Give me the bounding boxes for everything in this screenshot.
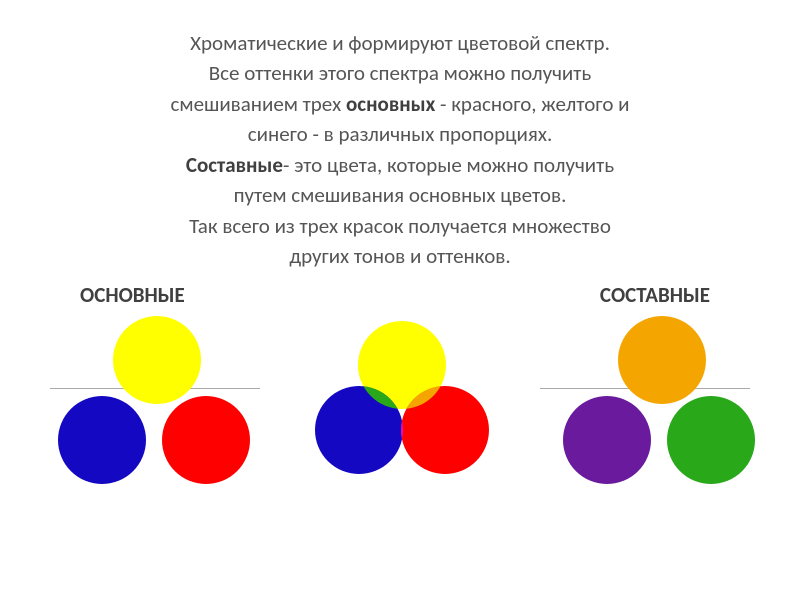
group-mix bbox=[285, 314, 515, 494]
group-primary bbox=[40, 314, 270, 494]
label-compound: СОСТАВНЫЕ bbox=[600, 282, 710, 308]
intro-text: Хроматические и формируют цветовой спект… bbox=[40, 0, 760, 272]
circle-compound-green bbox=[667, 396, 755, 484]
circle-compound-orange bbox=[618, 316, 706, 404]
diagrams bbox=[0, 314, 800, 514]
intro-line1: Хроматические и формируют цветовой спект… bbox=[190, 30, 610, 56]
group-labels: ОСНОВНЫЕ СОСТАВНЫЕ bbox=[0, 282, 800, 314]
intro-line4: синего - в различных пропорциях. bbox=[248, 121, 553, 147]
intro-line3c: - красного, желтого и bbox=[435, 91, 629, 117]
lens-center bbox=[358, 321, 446, 409]
intro-line8: других тонов и оттенков. bbox=[289, 243, 510, 269]
circle-primary-red bbox=[162, 396, 250, 484]
circle-primary-blue bbox=[58, 396, 146, 484]
group-compound bbox=[545, 314, 775, 494]
intro-line2: Все оттенки этого спектра можно получить bbox=[209, 60, 592, 86]
label-primary: ОСНОВНЫЕ bbox=[80, 282, 185, 308]
intro-line3a: смешиванием трех bbox=[170, 91, 346, 117]
intro-bold-primary: основных bbox=[346, 91, 435, 117]
intro-bold-compound: Составные bbox=[186, 152, 283, 178]
intro-line7: Так всего из трех красок получается множ… bbox=[189, 213, 611, 239]
intro-line6: путем смешивания основных цветов. bbox=[234, 182, 567, 208]
intro-line5b: - это цвета, которые можно получить bbox=[283, 152, 614, 178]
circle-primary-yellow bbox=[113, 316, 201, 404]
circle-compound-violet bbox=[563, 396, 651, 484]
